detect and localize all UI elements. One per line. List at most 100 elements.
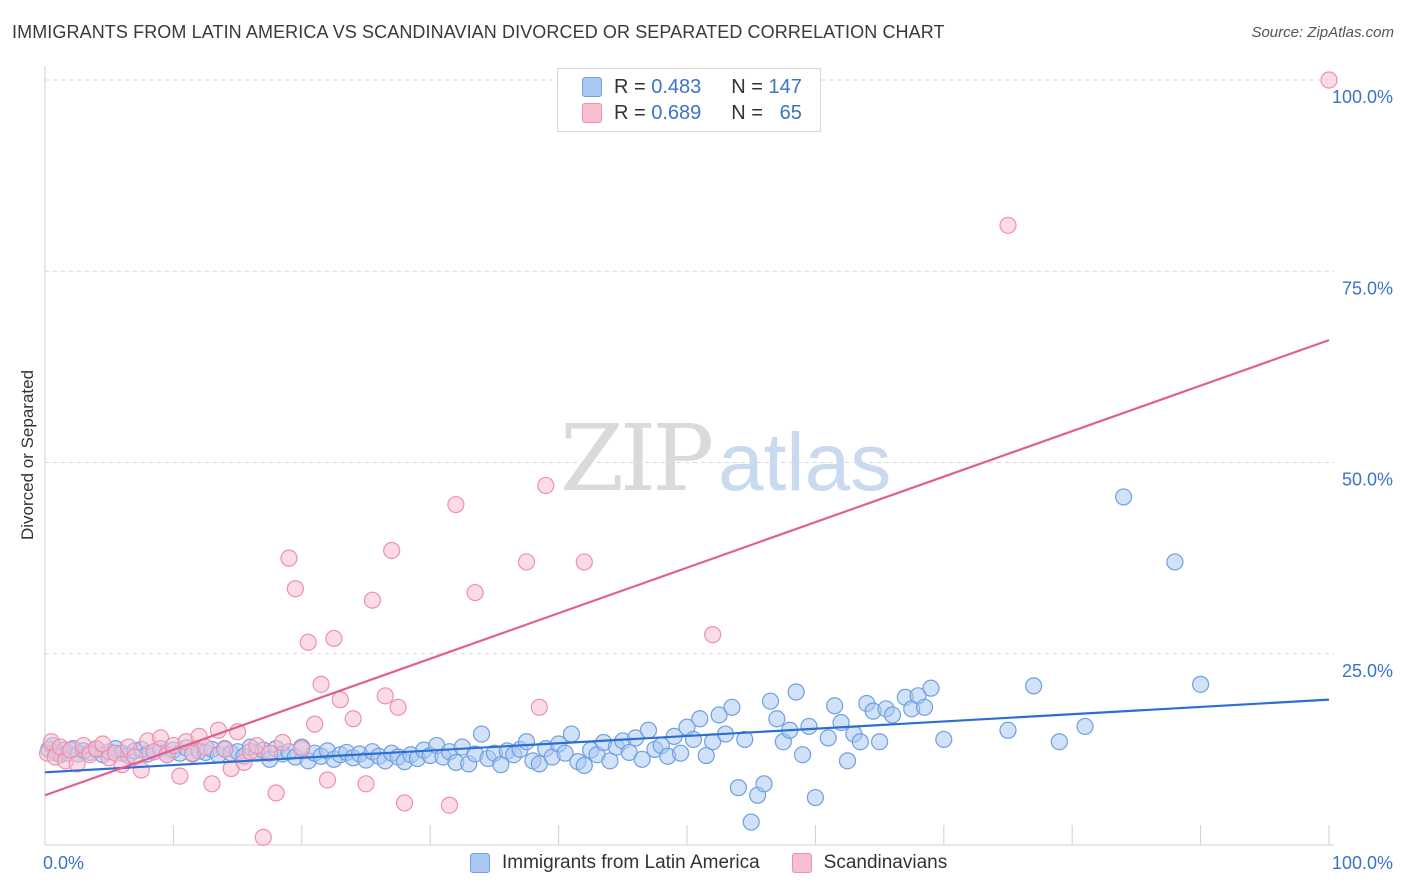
data-point-latin-america [999, 721, 1017, 739]
data-point-scandinavians [312, 675, 330, 693]
r-label: R = [614, 75, 646, 98]
data-point-latin-america [517, 733, 536, 751]
data-point-scandinavians [389, 698, 407, 716]
data-point-scandinavians [273, 733, 292, 752]
data-point-latin-america [806, 788, 825, 807]
y-tick-label: 75.0% [1342, 278, 1393, 298]
series-scandinavians-points [38, 71, 1338, 846]
data-point-latin-america [1191, 675, 1210, 693]
data-point-scandinavians [1320, 71, 1338, 89]
data-point-latin-america [870, 733, 889, 751]
data-point-scandinavians [203, 775, 221, 793]
trend-line-scandinavians [44, 339, 1330, 797]
data-point-scandinavians [171, 767, 189, 785]
y-tick-label: 50.0% [1342, 470, 1393, 490]
data-point-latin-america [684, 730, 703, 749]
tick-labels: 25.0% 50.0% 75.0% 100.0% 0.0% 100.0% [43, 87, 1393, 873]
watermark-atlas: atlas [718, 417, 891, 508]
data-point-latin-america [492, 756, 510, 774]
x-tick-label: 0.0% [43, 853, 84, 873]
data-point-latin-america [1025, 677, 1043, 695]
data-point-scandinavians [530, 698, 548, 716]
data-point-latin-america [742, 813, 760, 831]
data-point-latin-america [723, 698, 741, 716]
data-point-latin-america [633, 750, 651, 768]
data-point-scandinavians [999, 216, 1017, 234]
data-point-latin-america [883, 706, 902, 724]
data-point-latin-america [755, 775, 773, 793]
data-point-scandinavians [248, 736, 266, 755]
n-label: N = [731, 75, 763, 98]
n-value: 65 [779, 101, 802, 124]
data-point-scandinavians [286, 580, 304, 598]
data-point-latin-america [922, 679, 940, 697]
data-point-scandinavians [254, 828, 272, 846]
data-point-latin-america [671, 744, 690, 762]
legend-row-blue: R = 0.483 N = 147 [582, 75, 802, 99]
data-point-scandinavians [318, 771, 337, 789]
data-point-latin-america [639, 721, 658, 739]
data-point-scandinavians [261, 744, 279, 762]
data-point-scandinavians [517, 553, 536, 571]
legend-item-scandinavians: Scandinavians [791, 852, 948, 874]
data-point-latin-america [697, 746, 715, 765]
data-point-latin-america [800, 717, 818, 736]
data-point-scandinavians [357, 775, 375, 793]
data-point-scandinavians [363, 591, 382, 609]
data-point-latin-america [729, 779, 747, 797]
watermark: ZIP atlas [560, 405, 891, 512]
data-point-latin-america [935, 730, 953, 749]
data-point-scandinavians [376, 687, 394, 705]
trend-lines [44, 339, 1330, 797]
data-point-latin-america [793, 746, 812, 764]
n-value: 147 [768, 75, 802, 98]
data-point-latin-america [851, 733, 869, 751]
data-point-scandinavians [216, 740, 234, 758]
data-point-scandinavians [537, 476, 555, 495]
data-point-latin-america [1076, 717, 1094, 736]
correlation-legend: R = 0.483 N = 147 R = 0.689 N = 65 [557, 68, 821, 132]
data-point-latin-america [819, 729, 837, 747]
legend-swatch-blue [582, 77, 602, 97]
trend-line-latin-america [44, 698, 1330, 774]
r-value: 0.483 [651, 75, 702, 98]
legend-label: Scandinavians [823, 852, 948, 873]
data-point-scandinavians [267, 784, 285, 802]
data-point-latin-america [1166, 553, 1184, 571]
data-point-latin-america [562, 725, 581, 743]
legend-swatch-pink [791, 853, 812, 873]
grid-lines [45, 79, 1334, 655]
data-point-latin-america [915, 698, 934, 716]
data-point-scandinavians [151, 729, 170, 747]
data-point-latin-america [691, 710, 709, 728]
source-label: Source: ZipAtlas.com [1251, 24, 1394, 41]
data-point-latin-america [556, 744, 574, 762]
data-point-latin-america [826, 697, 844, 715]
data-point-scandinavians [132, 761, 150, 779]
data-point-latin-america [736, 730, 754, 749]
legend-label: Immigrants from Latin America [502, 852, 760, 873]
data-point-scandinavians [293, 740, 311, 758]
data-point-scandinavians [325, 629, 343, 648]
legend-item-latin-america: Immigrants from Latin America [470, 852, 760, 874]
legend-row-pink: R = 0.689 N = 65 [582, 101, 802, 125]
r-label: R = [614, 101, 646, 124]
data-point-scandinavians [344, 710, 362, 728]
data-point-scandinavians [280, 549, 298, 567]
r-value: 0.689 [651, 101, 702, 124]
data-point-latin-america [601, 752, 619, 770]
data-point-scandinavians [575, 553, 593, 571]
data-point-latin-america [575, 756, 593, 775]
data-point-scandinavians [306, 715, 324, 733]
data-point-scandinavians [395, 794, 414, 812]
data-point-latin-america [768, 710, 786, 728]
data-point-scandinavians [68, 755, 86, 773]
data-point-latin-america [1050, 733, 1068, 751]
data-point-scandinavians [383, 541, 401, 560]
data-point-scandinavians [299, 633, 317, 651]
data-point-latin-america [710, 706, 728, 724]
y-tick-label: 100.0% [1332, 87, 1393, 107]
y-tick-label: 25.0% [1342, 661, 1393, 681]
data-point-scandinavians [94, 735, 112, 753]
